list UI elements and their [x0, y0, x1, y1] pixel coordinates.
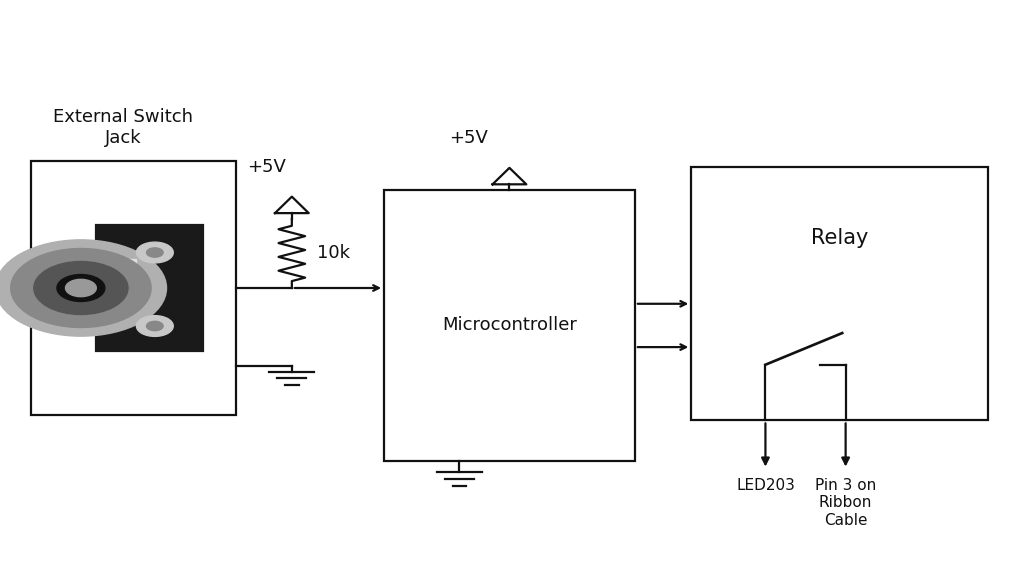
- Bar: [384, 190, 635, 461]
- Text: 10k: 10k: [317, 244, 350, 263]
- Circle shape: [57, 275, 104, 301]
- Circle shape: [136, 242, 173, 263]
- Circle shape: [34, 262, 128, 314]
- Text: Microcontroller: Microcontroller: [442, 316, 577, 335]
- Circle shape: [136, 316, 173, 336]
- Text: +5V: +5V: [450, 129, 487, 147]
- Text: External Switch
Jack: External Switch Jack: [53, 108, 193, 147]
- Bar: [96, 225, 203, 351]
- Circle shape: [146, 248, 163, 257]
- Bar: [146, 249, 173, 329]
- Circle shape: [66, 279, 96, 297]
- Text: LED203: LED203: [736, 478, 795, 493]
- Text: +5V: +5V: [247, 158, 286, 176]
- Circle shape: [0, 240, 167, 336]
- Text: Pin 3 on
Ribbon
Cable: Pin 3 on Ribbon Cable: [815, 478, 877, 528]
- Bar: [115, 259, 136, 282]
- Bar: [691, 167, 988, 420]
- Circle shape: [146, 321, 163, 331]
- Bar: [31, 161, 236, 415]
- Text: Relay: Relay: [811, 228, 868, 248]
- Circle shape: [10, 248, 152, 328]
